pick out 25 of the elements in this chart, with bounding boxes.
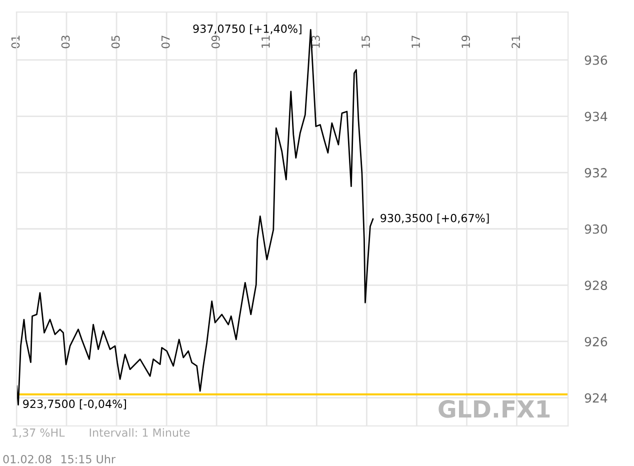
annotation: GLD.FX1 — [438, 400, 550, 418]
y-tick-label: 924 — [584, 393, 608, 403]
x-tick-label: 03 — [61, 36, 70, 48]
text: 01.02.08 — [3, 454, 52, 464]
y-tick-label: 930 — [584, 224, 608, 234]
y-tick-label: 932 — [584, 168, 607, 178]
y-tick-label: 926 — [584, 336, 608, 346]
x-tick-label: 21 — [512, 36, 520, 48]
annotation: 930,3500 [+0,67%] — [380, 214, 489, 224]
annotation: 923,7500 [-0,04%] — [23, 399, 126, 410]
y-tick-label: 928 — [584, 280, 608, 290]
x-tick-label: 11 — [262, 36, 270, 48]
x-tick-label: 15 — [362, 36, 370, 48]
x-tick-label: 05 — [111, 36, 120, 48]
text: Intervall: 1 Minute — [90, 428, 190, 437]
x-tick-label: 13 — [311, 36, 320, 48]
y-tick-label: 934 — [584, 112, 608, 122]
text: 15:15 Uhr — [61, 454, 116, 464]
y-tick-label: 936 — [584, 55, 608, 65]
x-tick-label: 07 — [161, 36, 170, 48]
x-tick-label: 09 — [211, 36, 220, 48]
x-tick-label: 19 — [462, 36, 470, 48]
x-tick-label: 17 — [412, 36, 420, 48]
annotation: 937,0750 [+1,40%] — [193, 24, 302, 34]
text: 1,37 %HL — [12, 428, 65, 438]
